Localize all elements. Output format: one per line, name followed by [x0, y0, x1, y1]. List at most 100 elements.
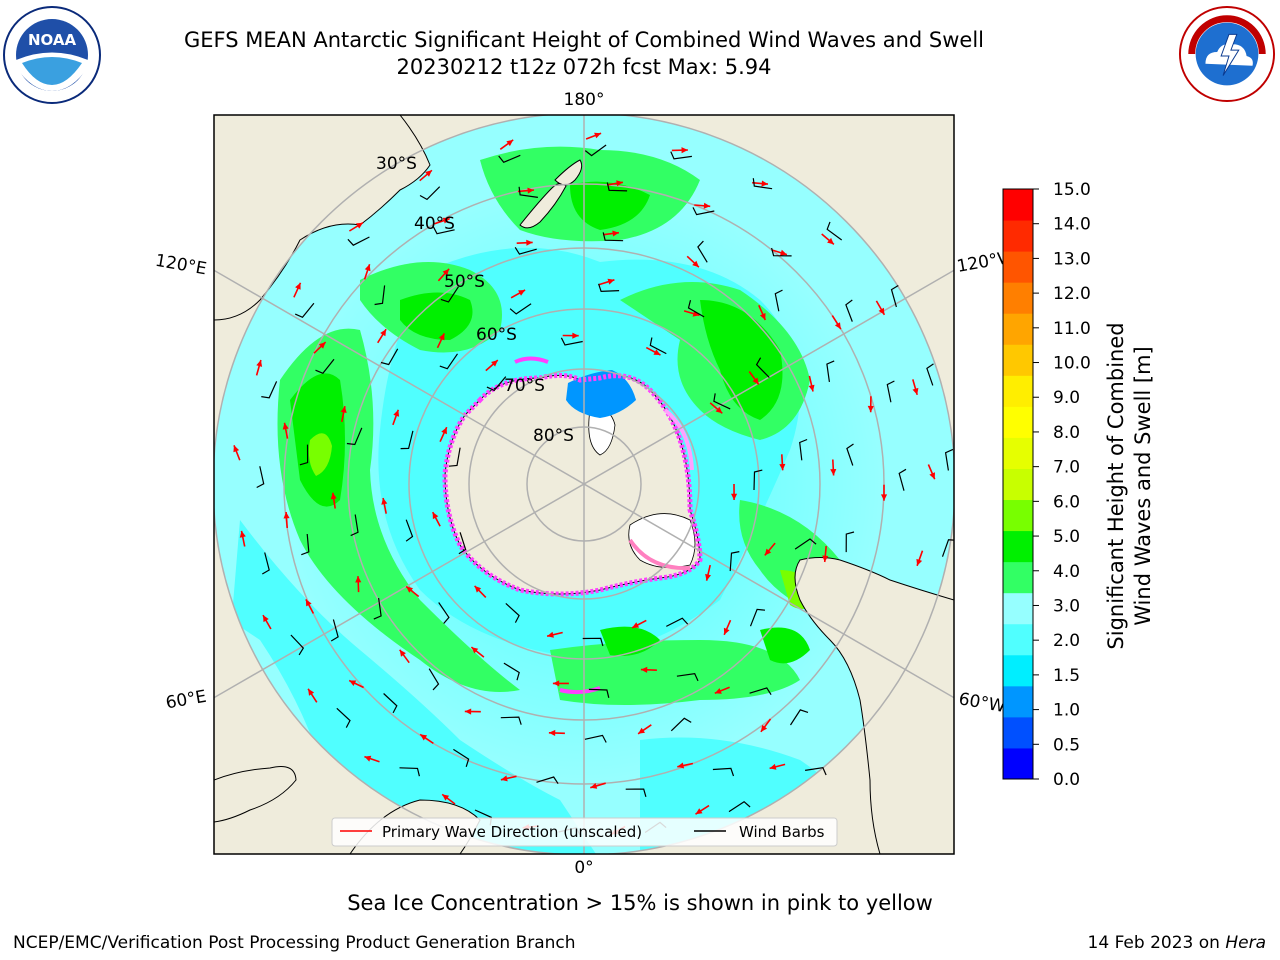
- wave-direction-arrowhead: [239, 530, 246, 538]
- wave-direction-arrowhead: [381, 498, 388, 505]
- wave-direction-arrowhead: [464, 708, 472, 715]
- wave-direction-arrowhead: [500, 775, 508, 782]
- wave-direction-arrowhead: [506, 139, 514, 147]
- wind-barb: [315, 358, 335, 375]
- wave-direction-arrowhead: [594, 132, 602, 139]
- wind-barb: [536, 776, 559, 785]
- colorbar-tick-label: 7.0: [1053, 458, 1080, 478]
- colorbar-segment: [1003, 251, 1033, 283]
- wind-barb: [374, 285, 386, 306]
- legend-primary-wave: Primary Wave Direction (unscaled): [382, 823, 642, 841]
- colorbar-segment: [1003, 375, 1033, 407]
- colorbar-segment: [1003, 716, 1033, 749]
- footer-branch: NCEP/EMC/Verification Post Processing Pr…: [13, 933, 576, 953]
- colorbar-tick-label: 0.0: [1053, 770, 1080, 790]
- lat-label-50s: 50°S: [444, 272, 485, 292]
- wave-direction-arrowhead: [420, 734, 428, 741]
- wind-barb: [749, 687, 772, 696]
- wind-barb: [649, 337, 667, 355]
- wave-direction-arrowhead: [761, 180, 768, 187]
- wave-direction-arrowhead: [723, 627, 730, 635]
- wind-barb: [729, 551, 740, 572]
- wave-direction-arrowhead: [441, 427, 447, 435]
- wind-barb: [845, 299, 853, 322]
- wind-barb: [290, 634, 305, 656]
- colorbar-segment: [1003, 406, 1033, 438]
- new-zealand: [519, 182, 567, 229]
- wind-barb: [598, 283, 620, 293]
- colorbar-tick-label: 12.0: [1053, 284, 1091, 304]
- wave-direction-arrowhead: [878, 307, 885, 315]
- colorbar-tick-label: 6.0: [1053, 492, 1080, 512]
- wind-barb: [584, 144, 607, 157]
- wind-barb: [846, 443, 854, 466]
- wave-direction-arrowhead: [356, 222, 363, 229]
- lon-label-120e: 120°E: [154, 251, 208, 280]
- wind-barb: [432, 226, 455, 235]
- wave-direction-arrowhead: [881, 494, 888, 501]
- wave-direction-arrowhead: [830, 469, 837, 476]
- wind-barb: [826, 360, 835, 382]
- colorbar: [1002, 188, 1034, 780]
- colorbar-tick-label: 3.0: [1053, 596, 1080, 616]
- wave-direction-arrowhead: [256, 360, 263, 367]
- wave-direction-arrowhead: [714, 688, 722, 694]
- wave-direction-arrowhead: [438, 333, 445, 341]
- colorbar-segment: [1003, 747, 1033, 780]
- vector-layer: [233, 132, 954, 836]
- wind-barb: [926, 363, 934, 386]
- madagascar: [214, 766, 297, 823]
- wave-direction-arrowhead: [548, 729, 556, 736]
- wave-direction-arrowhead: [822, 555, 829, 562]
- wind-barb: [606, 182, 628, 192]
- wave-direction-arrowhead: [526, 239, 533, 246]
- wind-barb: [347, 236, 370, 246]
- sea-ice-fringe: [442, 372, 703, 597]
- wind-barb: [670, 151, 692, 160]
- noaa-logo-text: NOAA: [28, 31, 77, 49]
- wave-direction-arrowhead: [282, 422, 289, 430]
- wave-direction-arrowhead: [318, 342, 326, 349]
- colorbar-tick-label: 14.0: [1053, 215, 1091, 235]
- wave-direction-arrowhead: [640, 666, 648, 673]
- wind-barb: [405, 519, 414, 542]
- wave-direction-arrowhead: [340, 406, 347, 413]
- map-frame: [213, 114, 955, 855]
- wave-direction-arrowhead: [364, 264, 371, 272]
- wind-barb: [687, 300, 705, 318]
- colorbar-segment: [1003, 313, 1033, 345]
- colorbar-ticks: 15.0 14.0 13.0 12.0 11.0 10.0 9.0 8.0 7.0 6.0 5.0 4…: [1033, 180, 1091, 790]
- wind-barb: [666, 617, 689, 627]
- wind-barb: [514, 246, 537, 255]
- wind-barb: [826, 221, 843, 241]
- noaa-logo: NOAA: [3, 6, 101, 104]
- wind-barb: [500, 716, 522, 725]
- lon-label-60w: 60°W: [957, 689, 1007, 717]
- lon-label-180: 180°: [564, 90, 605, 110]
- wind-barb: [509, 303, 532, 315]
- wind-barb: [380, 348, 399, 366]
- colorbar-tick-label: 10.0: [1053, 354, 1091, 374]
- wave-direction-arrowhead: [912, 387, 919, 395]
- wave-direction-arrowhead: [380, 329, 387, 337]
- wind-barb: [428, 668, 440, 691]
- wave-direction-arrowhead: [752, 377, 759, 385]
- colorbar-tick-label: 5.0: [1053, 527, 1080, 547]
- footer-date-text: 14 Feb 2023 on: [1087, 933, 1226, 953]
- colorbar-tick-label: 8.0: [1053, 423, 1080, 443]
- wind-barb: [582, 637, 604, 647]
- wave-direction-arrowhead: [233, 445, 240, 453]
- colorbar-label-line1: Significant Height of Combined: [1104, 322, 1128, 649]
- wave-direction-arrowhead: [355, 576, 362, 583]
- wind-barb: [805, 767, 827, 776]
- wave-direction-arrowhead: [308, 688, 315, 696]
- lat-label-70s: 70°S: [504, 376, 545, 396]
- wind-barb: [886, 380, 895, 403]
- wind-barb: [753, 469, 763, 491]
- wind-barb: [350, 514, 359, 537]
- wave-direction-arrowhead: [715, 406, 723, 414]
- wind-barb: [712, 767, 735, 777]
- wave-direction-arrowhead: [677, 762, 685, 769]
- wave-direction-arrowhead: [518, 290, 526, 296]
- wave-direction-arrowhead: [827, 237, 834, 245]
